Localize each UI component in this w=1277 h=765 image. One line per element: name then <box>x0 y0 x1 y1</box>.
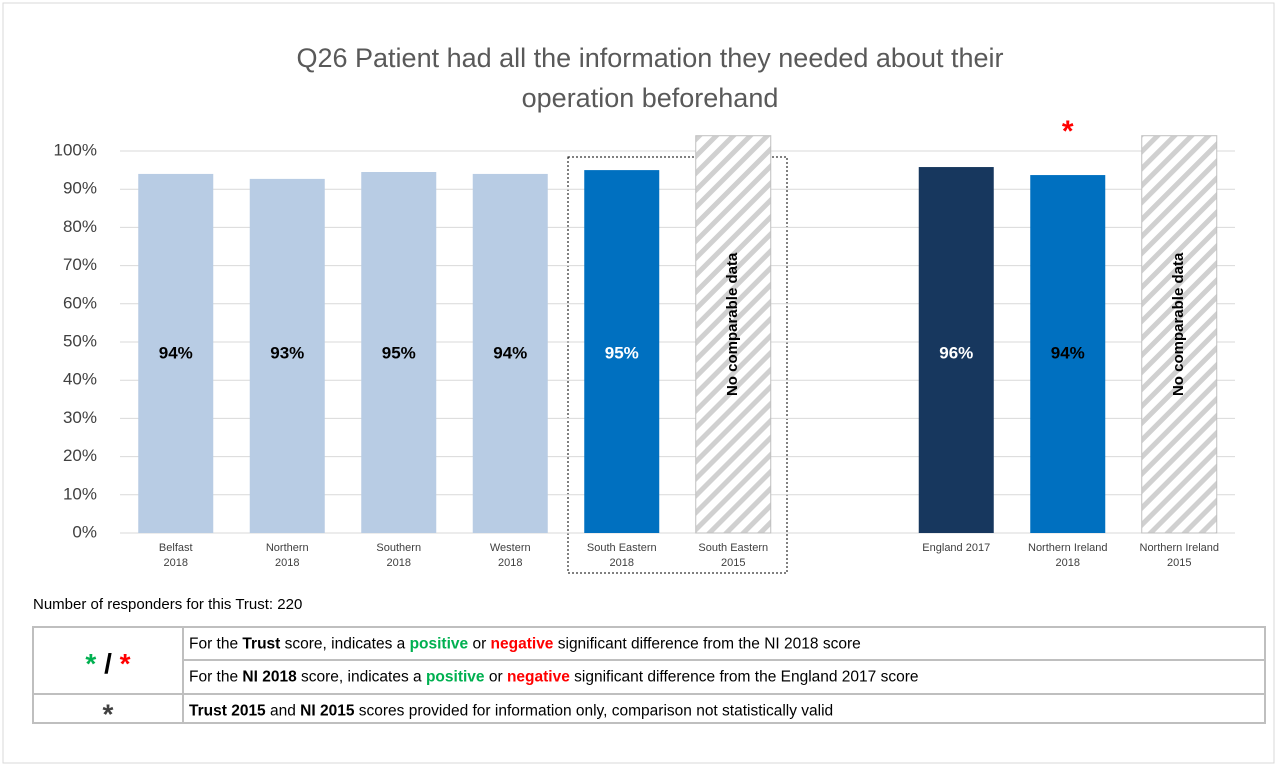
x-tick-label: 2018 <box>275 557 299 569</box>
key-text: or <box>468 636 490 653</box>
bar <box>472 173 548 534</box>
y-tick-label: 100% <box>54 140 97 159</box>
key-text: score, indicates a <box>297 669 426 686</box>
key-text: * <box>85 648 96 679</box>
key-text: and <box>266 703 300 720</box>
key-text: scores provided for information only, co… <box>354 703 833 720</box>
no-data-bar <box>695 135 772 534</box>
bar <box>1030 175 1106 534</box>
bar <box>361 172 437 533</box>
data-label: 93% <box>270 343 304 362</box>
y-tick-label: 10% <box>63 484 97 503</box>
data-label: 95% <box>605 343 639 362</box>
group-box <box>567 156 788 574</box>
data-label: 94% <box>1051 343 1085 362</box>
x-tick-label: South Eastern <box>587 542 657 554</box>
x-tick-label: 2015 <box>721 557 745 569</box>
y-tick-label: 70% <box>63 255 97 274</box>
data-label: 95% <box>382 343 416 362</box>
key-line: For the Trust score, indicates a positiv… <box>189 636 861 653</box>
key-line: Trust 2015 and NI 2015 scores provided f… <box>189 703 833 720</box>
key-text: NI 2015 <box>300 703 355 720</box>
chart-title: operation beforehand <box>522 83 779 113</box>
key-text: significant difference from the NI 2018 … <box>553 636 860 653</box>
y-tick-label: 0% <box>72 522 97 541</box>
key-frame <box>32 626 1266 724</box>
y-tick-label: 90% <box>63 179 97 198</box>
y-tick-label: 40% <box>63 370 97 389</box>
key-symbol: * <box>103 699 114 730</box>
key-text: significant difference from the England … <box>570 669 919 686</box>
bar <box>249 178 325 534</box>
key-text: Trust 2015 <box>189 703 266 720</box>
key-text: * <box>120 648 131 679</box>
data-label: 94% <box>493 343 527 362</box>
no-data-bar <box>1141 135 1218 534</box>
x-tick-label: Northern Ireland <box>1028 542 1108 554</box>
data-label: 94% <box>159 343 193 362</box>
x-tick-label: 2018 <box>164 557 188 569</box>
chart-title: Q26 Patient had all the information they… <box>297 43 1004 73</box>
key-symbol: * / * <box>85 648 130 679</box>
bar <box>584 170 660 533</box>
key-text: * <box>103 699 114 730</box>
bar <box>138 173 214 534</box>
y-tick-label: 30% <box>63 408 97 427</box>
key-text: / <box>96 648 119 679</box>
key-text: positive <box>426 669 485 686</box>
x-tick-label: 2018 <box>610 557 634 569</box>
key-text: For the <box>189 636 242 653</box>
footer: Number of responders for this Trust: 220 <box>33 596 302 613</box>
y-tick-label: 20% <box>63 446 97 465</box>
data-label: 96% <box>939 343 973 362</box>
key-line: For the NI 2018 score, indicates a posit… <box>189 669 919 686</box>
y-tick-label: 50% <box>63 331 97 350</box>
x-tick-label: England 2017 <box>922 542 990 554</box>
no-data-label: No comparable data <box>1170 252 1187 396</box>
key-text: negative <box>491 636 554 653</box>
key-text: NI 2018 <box>242 669 297 686</box>
key-text: score, indicates a <box>280 636 409 653</box>
x-tick-label: Western <box>490 542 531 554</box>
significance-marker: * <box>1062 115 1074 148</box>
x-tick-label: 2018 <box>498 557 522 569</box>
key-text: For the <box>189 669 242 686</box>
x-tick-label: 2018 <box>1056 557 1080 569</box>
key-text: negative <box>507 669 570 686</box>
x-tick-label: South Eastern <box>698 542 768 554</box>
no-data-label: No comparable data <box>724 252 741 396</box>
key-text: positive <box>410 636 469 653</box>
key-text: or <box>485 669 507 686</box>
key-text: Trust <box>242 636 280 653</box>
x-tick-label: 2015 <box>1167 557 1191 569</box>
x-tick-label: Northern <box>266 542 309 554</box>
bar <box>918 167 994 533</box>
x-tick-label: Belfast <box>159 542 193 554</box>
x-tick-label: Northern Ireland <box>1140 542 1220 554</box>
y-tick-label: 80% <box>63 217 97 236</box>
x-tick-label: Southern <box>376 542 421 554</box>
y-tick-label: 60% <box>63 293 97 312</box>
x-tick-label: 2018 <box>387 557 411 569</box>
